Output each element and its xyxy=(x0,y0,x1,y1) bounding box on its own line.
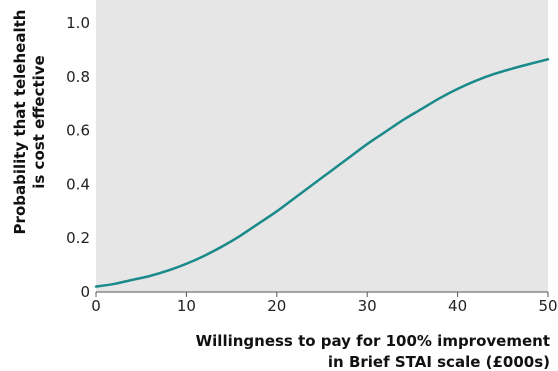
y-tick-label: 0.4 xyxy=(66,175,90,193)
x-tick-label: 30 xyxy=(358,297,377,315)
y-ticks: 0 0.2 0.4 0.6 0.8 1.0 xyxy=(66,14,90,301)
series-line xyxy=(94,58,550,288)
y-tick-label: 0.6 xyxy=(66,122,90,140)
x-tick-label: 50 xyxy=(538,297,557,315)
x-tick-label: 40 xyxy=(448,297,467,315)
y-axis-title-line-2: is cost effective xyxy=(30,55,48,188)
x-axis-title-line-1: Willingness to pay for 100% improvement xyxy=(196,332,550,350)
x-tick-label: 0 xyxy=(91,297,101,315)
x-axis-title-line-2: in Brief STAI scale (£000s) xyxy=(328,353,550,371)
x-tick-label: 20 xyxy=(267,297,286,315)
series-layer xyxy=(94,58,550,288)
y-tick-label: 0.2 xyxy=(66,229,90,247)
plot-area xyxy=(96,0,548,292)
y-tick-label: 0 xyxy=(80,283,90,301)
y-tick-label: 0.8 xyxy=(66,68,90,86)
y-axis-title-line-1: Probability that telehealth xyxy=(11,10,29,235)
x-ticks: 0 10 20 30 40 50 xyxy=(91,292,558,315)
x-tick-label: 10 xyxy=(177,297,196,315)
y-tick-label: 1.0 xyxy=(66,14,90,32)
